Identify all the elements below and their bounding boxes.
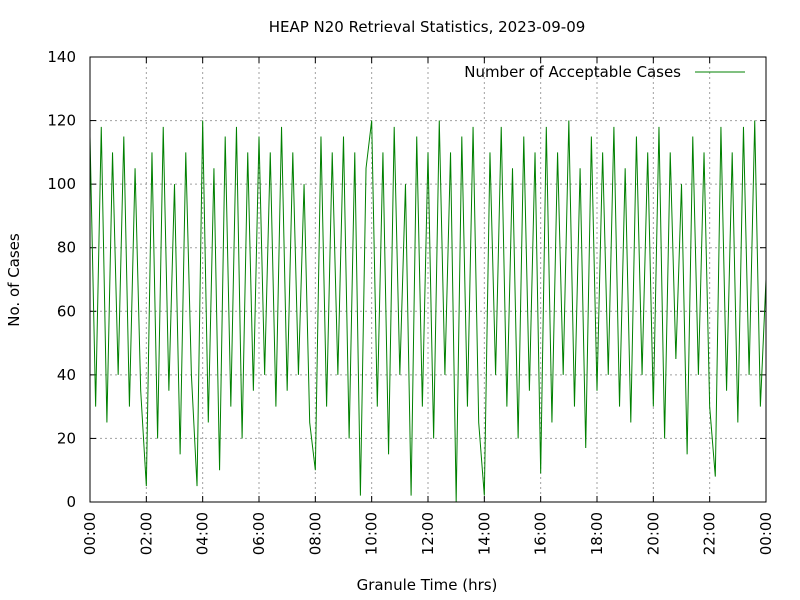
x-axis-label: Granule Time (hrs): [357, 576, 498, 594]
plot-frame: [89, 56, 767, 503]
y-tick-label: 0: [66, 493, 76, 511]
y-tick-label: 20: [57, 429, 76, 447]
x-tick-label: 14:00: [475, 512, 493, 555]
x-tick-label: 00:00: [757, 512, 775, 555]
data-line: [89, 120, 767, 503]
x-tick-label: 00:00: [81, 512, 99, 555]
y-tick-label: 40: [57, 366, 76, 384]
x-tick-label: 22:00: [701, 512, 719, 555]
y-tick-label: 60: [57, 302, 76, 320]
x-tick-label: 16:00: [532, 512, 550, 555]
x-tick-label: 02:00: [137, 512, 155, 555]
y-tick-label: 100: [47, 175, 76, 193]
chart-title: HEAP N20 Retrieval Statistics, 2023-09-0…: [269, 18, 586, 36]
x-tick-label: 08:00: [306, 512, 324, 555]
x-tick-label: 20:00: [644, 512, 662, 555]
x-tick-label: 18:00: [588, 512, 606, 555]
legend-label: Number of Acceptable Cases: [464, 63, 681, 81]
y-tick-label: 80: [57, 239, 76, 257]
y-tick-label: 120: [47, 112, 76, 130]
y-tick-label: 140: [47, 48, 76, 66]
x-tick-label: 12:00: [419, 512, 437, 555]
y-axis-label: No. of Cases: [5, 233, 23, 327]
x-tick-label: 10:00: [363, 512, 381, 555]
x-tick-label: 04:00: [194, 512, 212, 555]
x-tick-label: 06:00: [250, 512, 268, 555]
